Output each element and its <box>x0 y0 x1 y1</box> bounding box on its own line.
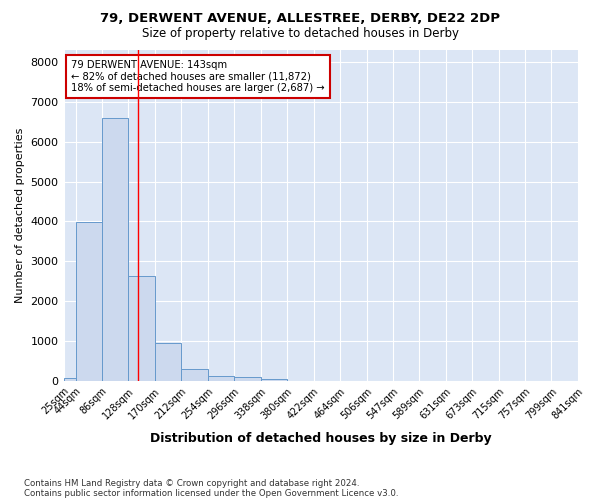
Bar <box>181 368 208 381</box>
Text: Contains public sector information licensed under the Open Government Licence v3: Contains public sector information licen… <box>24 488 398 498</box>
Text: Contains HM Land Registry data © Crown copyright and database right 2024.: Contains HM Land Registry data © Crown c… <box>24 478 359 488</box>
Text: 79 DERWENT AVENUE: 143sqm
← 82% of detached houses are smaller (11,872)
18% of s: 79 DERWENT AVENUE: 143sqm ← 82% of detac… <box>71 60 325 93</box>
Bar <box>76 222 102 381</box>
Bar <box>155 343 181 381</box>
Bar <box>208 376 235 381</box>
Text: 79, DERWENT AVENUE, ALLESTREE, DERBY, DE22 2DP: 79, DERWENT AVENUE, ALLESTREE, DERBY, DE… <box>100 12 500 26</box>
Bar <box>261 379 287 381</box>
Text: Size of property relative to detached houses in Derby: Size of property relative to detached ho… <box>142 28 458 40</box>
Bar <box>102 118 128 381</box>
X-axis label: Distribution of detached houses by size in Derby: Distribution of detached houses by size … <box>150 432 491 445</box>
Bar <box>64 378 76 381</box>
Bar <box>235 377 261 381</box>
Y-axis label: Number of detached properties: Number of detached properties <box>15 128 25 303</box>
Bar <box>128 276 155 381</box>
